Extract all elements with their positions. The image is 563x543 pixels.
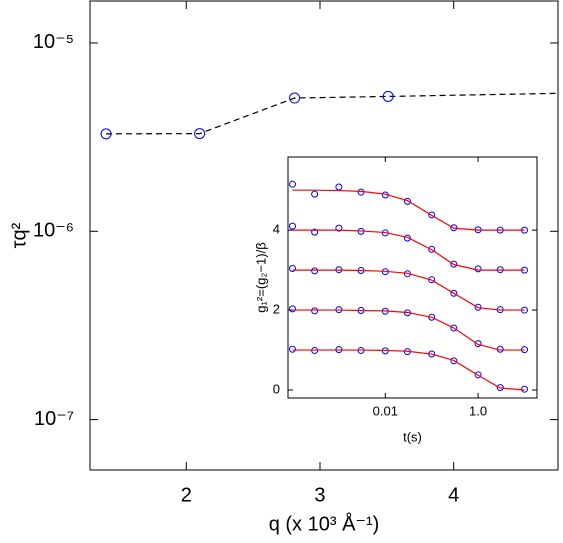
data-point	[311, 307, 319, 315]
data-point	[403, 234, 411, 242]
data-point	[496, 384, 504, 392]
data-point	[288, 345, 296, 353]
series-line	[292, 349, 525, 391]
series-line	[292, 229, 525, 271]
data-point	[474, 303, 482, 311]
data-point	[288, 305, 296, 313]
data-point	[194, 128, 206, 140]
data-point	[289, 92, 301, 104]
x-tick-label: 4	[448, 484, 459, 506]
x-tick-label: 3	[314, 484, 325, 506]
data-point	[450, 357, 458, 365]
plot-frame	[89, 0, 559, 471]
plot-frame	[287, 156, 538, 399]
data-point	[311, 190, 319, 198]
x-axis-label: q (x 10³ Å⁻¹)	[269, 512, 380, 535]
y-tick-label: 2	[273, 302, 280, 317]
data-point	[450, 289, 458, 297]
x-tick-label: 2	[181, 484, 192, 506]
y-tick-label: 10⁻⁵	[33, 31, 74, 53]
data-point	[288, 180, 296, 188]
data-point	[428, 245, 436, 253]
series-line	[292, 309, 525, 351]
series-line	[292, 189, 525, 231]
data-point	[450, 224, 458, 232]
data-point	[428, 211, 436, 219]
y-tick-label: 10⁻⁷	[34, 408, 74, 430]
series-line	[106, 92, 559, 135]
y-tick-label: 0	[273, 381, 280, 396]
data-point	[474, 340, 482, 348]
x-tick-label: 1.0	[469, 403, 487, 418]
data-point	[382, 90, 394, 102]
plot-area	[288, 157, 537, 398]
y-axis-label: g₁²=(g₂−1)/β	[253, 242, 268, 312]
data-point	[474, 371, 482, 379]
y-tick-label: 4	[273, 222, 280, 237]
y-axis-label: τq²	[8, 222, 30, 248]
x-tick-label: 0.01	[373, 403, 398, 418]
data-point	[288, 222, 296, 230]
y-tick-label: 10⁻⁶	[33, 220, 74, 242]
data-point	[403, 197, 411, 205]
data-point	[311, 267, 319, 275]
data-point	[311, 228, 319, 236]
data-point	[450, 324, 458, 332]
series-line	[292, 269, 525, 311]
data-point	[450, 260, 458, 268]
data-point	[288, 265, 296, 273]
data-point	[335, 224, 343, 232]
x-axis-label: t(s)	[403, 429, 422, 444]
data-point	[100, 128, 112, 140]
